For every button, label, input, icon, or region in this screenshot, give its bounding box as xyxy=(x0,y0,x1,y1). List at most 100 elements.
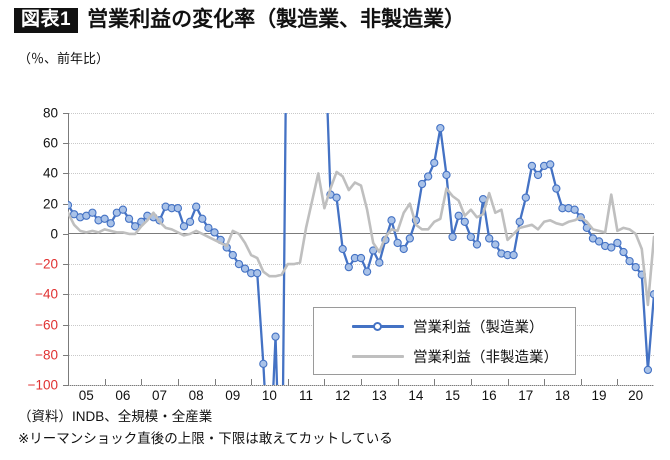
y-gridline xyxy=(68,113,654,114)
x-axis-label: 08 xyxy=(188,388,204,403)
y-gridline xyxy=(68,203,654,205)
data-point xyxy=(118,205,128,214)
y-axis-label: 20 xyxy=(42,196,58,212)
x-axis-label: 16 xyxy=(481,388,497,403)
series-manufacturing xyxy=(68,113,654,385)
x-axis-tick xyxy=(470,379,472,385)
y-axis-tick xyxy=(63,143,69,145)
data-point xyxy=(130,222,140,231)
source-note: （資料）INDB、全規模・全産業 xyxy=(18,409,213,424)
x-axis-label: 14 xyxy=(408,388,424,403)
legend-swatch-icon xyxy=(352,320,404,332)
data-point xyxy=(619,247,628,257)
y-axis-label: −40 xyxy=(35,286,58,302)
y-axis-label: −80 xyxy=(35,347,58,363)
series-line xyxy=(68,170,654,307)
data-point xyxy=(338,244,347,254)
y-gridline xyxy=(68,294,654,296)
data-point xyxy=(173,204,183,213)
y-gridline xyxy=(68,264,654,266)
data-point xyxy=(625,256,634,266)
data-point xyxy=(442,170,451,180)
y-axis-tick xyxy=(63,203,69,205)
data-point xyxy=(649,290,654,299)
data-point xyxy=(460,217,469,226)
data-point xyxy=(430,158,439,168)
y-axis-label: 80 xyxy=(42,105,58,121)
y-gridline xyxy=(68,143,654,145)
y-axis-label: 0 xyxy=(50,226,58,242)
y-axis-tick xyxy=(63,294,69,296)
data-point xyxy=(466,232,476,242)
data-point xyxy=(185,217,195,226)
data-point xyxy=(387,216,396,225)
data-point xyxy=(521,193,530,202)
y-axis-tick xyxy=(63,233,69,235)
figure-header: 図表1 営業利益の変化率（製造業、非製造業） xyxy=(14,8,465,33)
y-axis-tick xyxy=(63,354,69,356)
x-axis-label: 17 xyxy=(518,388,534,403)
x-axis-tick xyxy=(141,379,143,385)
data-point xyxy=(570,205,579,214)
x-axis-tick xyxy=(544,379,546,385)
x-axis-tick xyxy=(617,379,619,385)
data-point xyxy=(271,332,280,341)
data-point xyxy=(405,234,414,243)
x-axis-label: 05 xyxy=(78,388,94,403)
x-axis-tick xyxy=(507,379,509,385)
cut-note: ※リーマンショック直後の上限・下限は敢えてカットしている xyxy=(18,431,393,446)
chart-legend: 営業利益（製造業） 営業利益（非製造業） xyxy=(313,307,576,375)
data-point xyxy=(88,208,97,217)
data-point xyxy=(552,184,561,193)
x-axis-tick xyxy=(580,379,582,385)
data-point xyxy=(643,365,653,375)
x-axis-label: 09 xyxy=(225,388,241,403)
data-point xyxy=(68,201,73,210)
data-point xyxy=(491,240,500,249)
y-axis-tick xyxy=(63,113,69,114)
y-gridline xyxy=(68,173,654,175)
x-axis-tick xyxy=(434,379,436,385)
data-point xyxy=(106,219,115,228)
data-point xyxy=(393,238,402,248)
data-point xyxy=(399,244,408,254)
data-point xyxy=(375,258,384,267)
data-point xyxy=(332,193,341,202)
series-line xyxy=(68,113,654,385)
x-axis-label: 18 xyxy=(554,388,570,403)
data-point xyxy=(210,228,219,237)
y-axis-label: −20 xyxy=(35,256,58,272)
axis-unit-label: （％、前年比） xyxy=(18,51,110,66)
legend-swatch-icon xyxy=(352,350,404,362)
x-axis-tick xyxy=(104,379,106,385)
legend-item-manufacturing: 営業利益（製造業） xyxy=(352,316,575,337)
data-point xyxy=(253,269,262,278)
legend-item-nonmanufacturing: 営業利益（非製造業） xyxy=(352,346,575,367)
y-axis-line xyxy=(68,113,69,385)
data-point xyxy=(240,264,250,273)
x-axis-label: 13 xyxy=(371,388,387,403)
x-axis-tick xyxy=(361,379,362,385)
x-axis-label: 19 xyxy=(591,388,607,403)
x-axis-label: 06 xyxy=(115,388,131,403)
x-axis-label: 15 xyxy=(445,388,461,403)
x-axis-label: 07 xyxy=(152,388,168,403)
data-point xyxy=(607,243,616,252)
y-axis-label: 60 xyxy=(42,135,58,151)
data-point xyxy=(100,214,109,223)
figure-number-badge: 図表1 xyxy=(14,8,79,33)
y-axis-tick xyxy=(63,324,69,326)
x-axis-label: 20 xyxy=(628,388,644,403)
data-point xyxy=(259,359,268,368)
data-point xyxy=(356,253,366,263)
data-point xyxy=(179,222,189,231)
data-point xyxy=(546,160,555,169)
x-axis-label: 10 xyxy=(261,388,277,403)
data-point xyxy=(436,123,445,133)
data-point xyxy=(631,262,640,272)
x-axis-tick xyxy=(177,379,179,385)
zero-line xyxy=(68,233,654,235)
data-point xyxy=(124,214,134,223)
